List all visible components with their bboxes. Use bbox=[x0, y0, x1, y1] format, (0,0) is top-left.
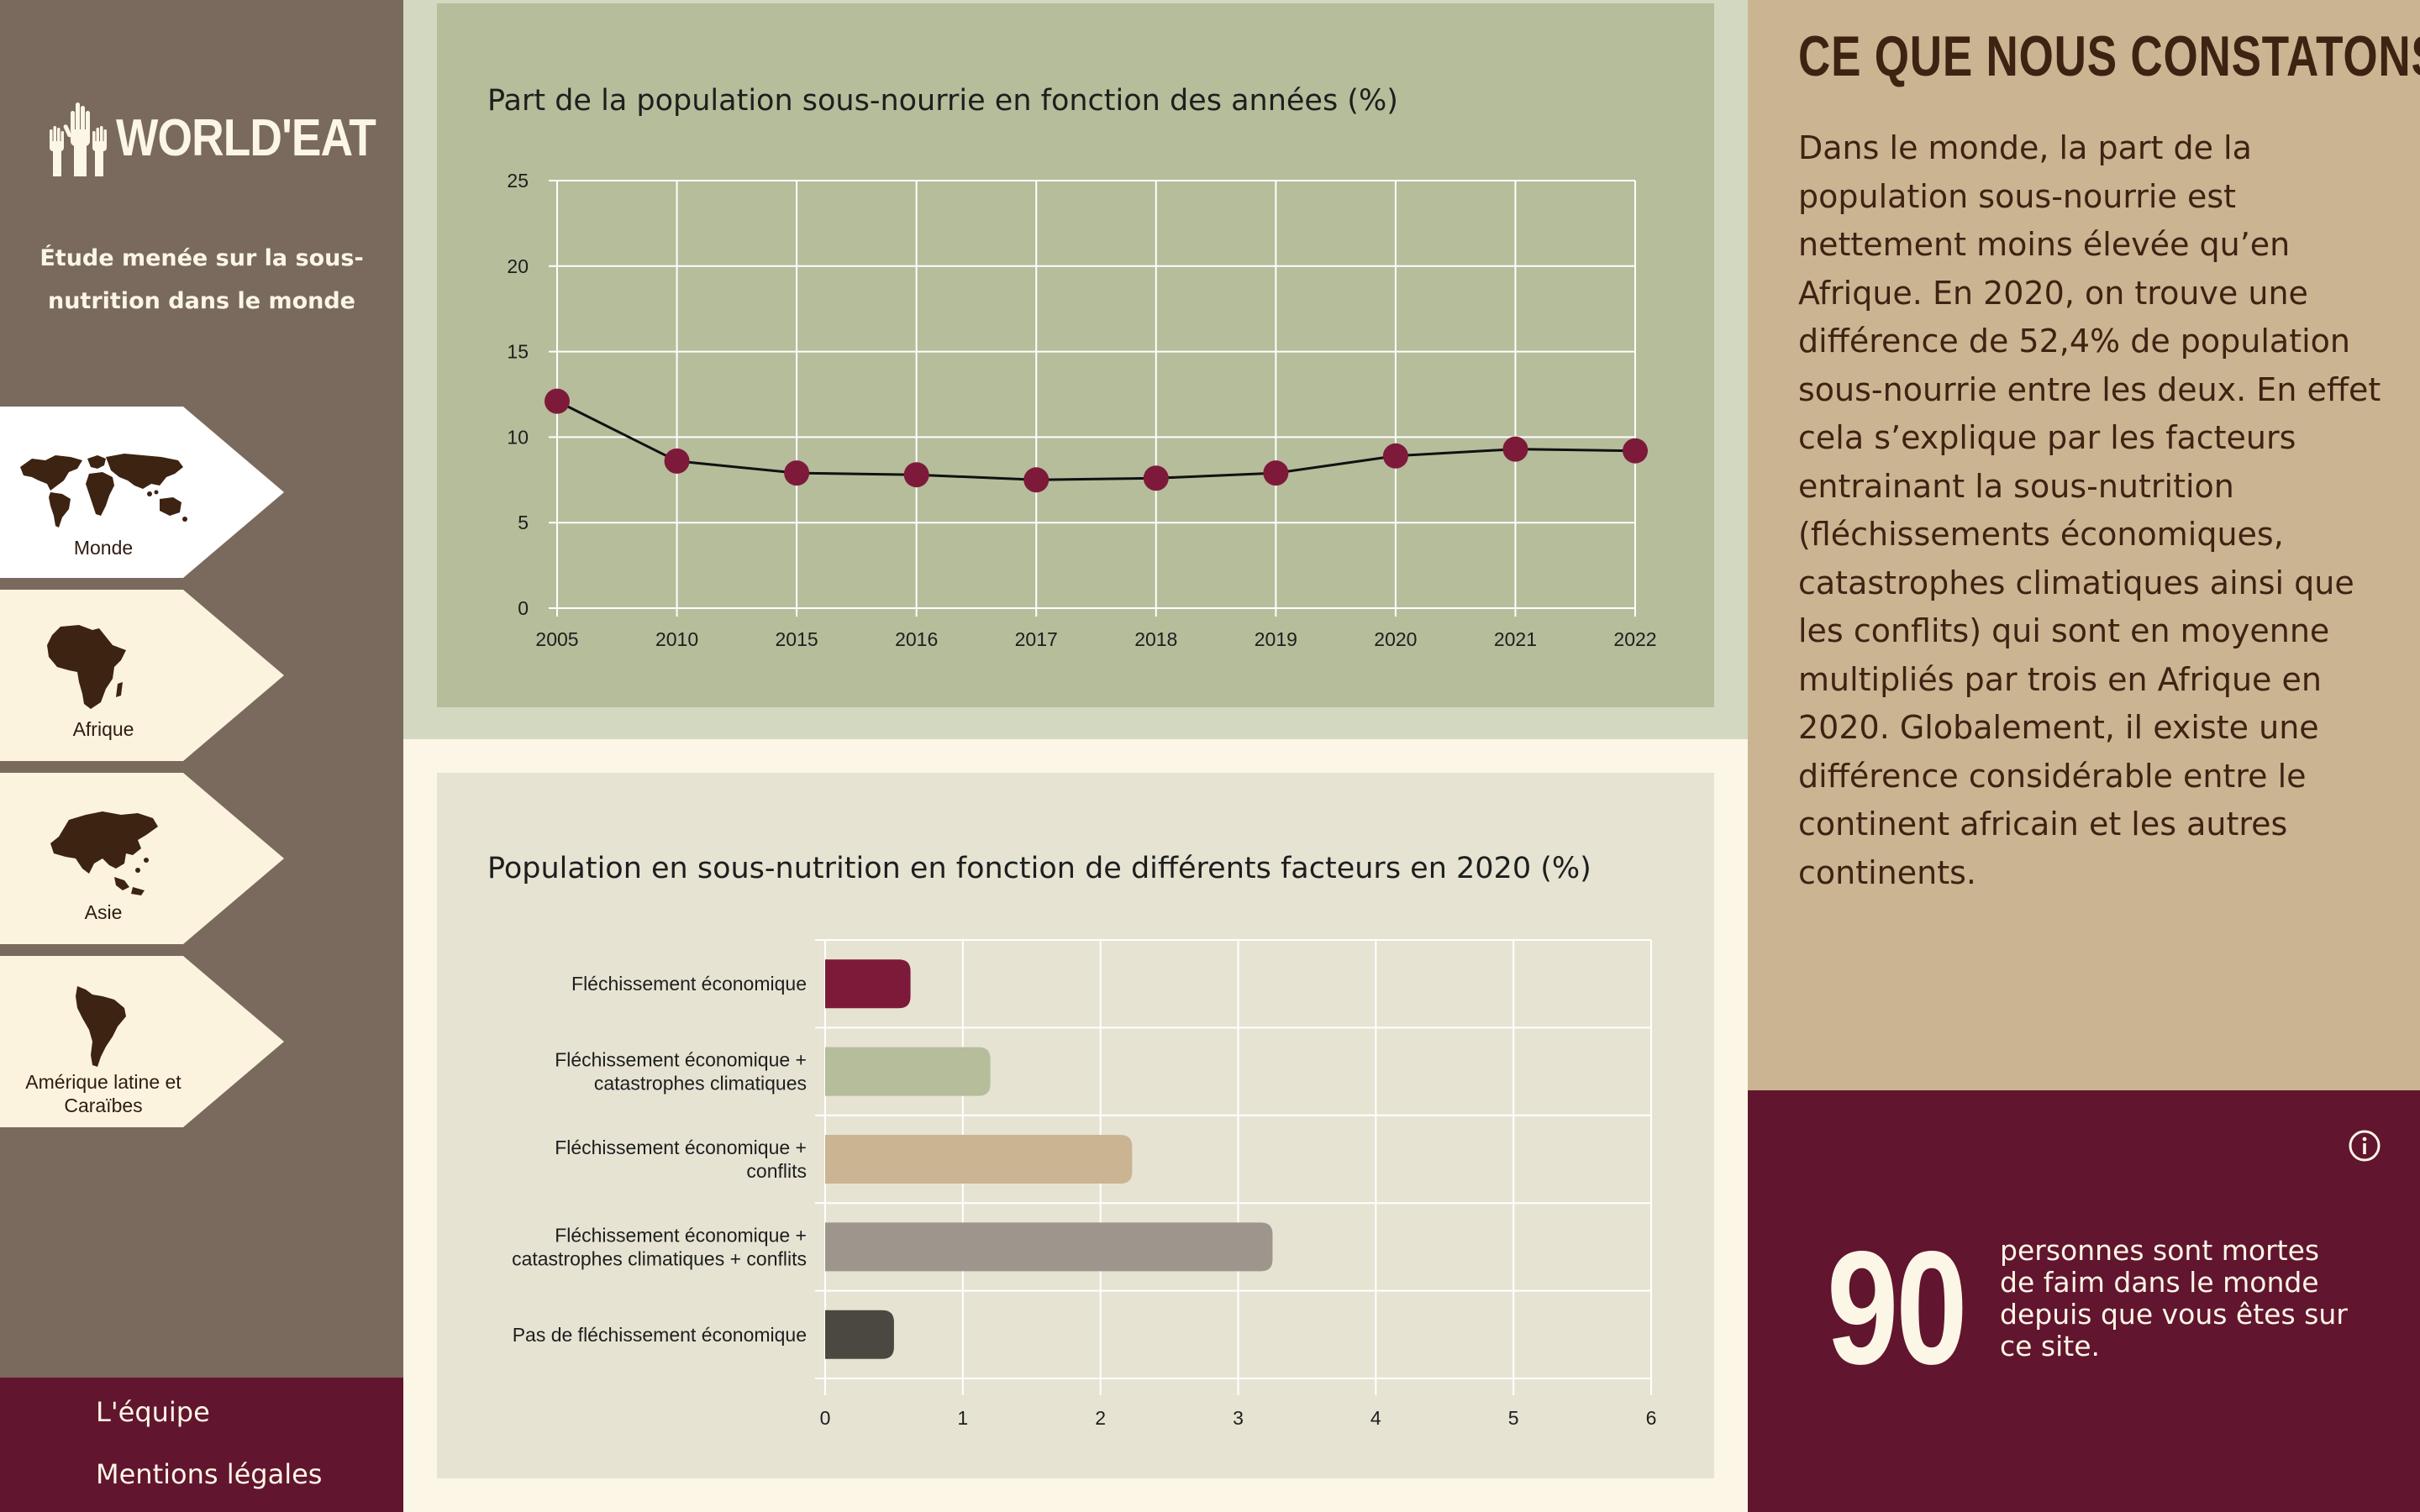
sidebar-item-asie[interactable]: Asie bbox=[0, 773, 286, 944]
data-point bbox=[1382, 443, 1408, 469]
x-tick-label: 2019 bbox=[1255, 628, 1297, 650]
y-tick-label: 5 bbox=[518, 512, 529, 533]
line-chart-card: Part de la population sous-nourrie en fo… bbox=[437, 3, 1714, 707]
data-point bbox=[664, 448, 690, 474]
bar bbox=[825, 959, 911, 1009]
brand-name: WORLD'EAT bbox=[116, 108, 376, 167]
x-tick-label: 2020 bbox=[1374, 628, 1417, 650]
data-point bbox=[1023, 467, 1050, 493]
x-tick-label: 2017 bbox=[1015, 628, 1058, 650]
y-tick-label: 20 bbox=[507, 255, 529, 277]
info-icon[interactable] bbox=[2348, 1129, 2381, 1163]
data-point bbox=[1263, 460, 1289, 486]
y-tick-label: Pas de fléchissement économique bbox=[513, 1324, 807, 1346]
data-point bbox=[903, 462, 929, 488]
x-tick-label: 2018 bbox=[1134, 628, 1177, 650]
latin-america-map-icon bbox=[76, 986, 126, 1067]
y-tick-label: conflits bbox=[746, 1160, 807, 1182]
sidebar-item-monde[interactable]: Monde bbox=[0, 407, 286, 578]
line-chart: 0 5 10 15 20 25 2005 2010 2015 2016 2017 2018 2019 20… bbox=[507, 170, 1656, 650]
death-count-text: personnes sont mortes de faim dans le mo… bbox=[2000, 1234, 2348, 1362]
sidebar-item-label: Asie bbox=[84, 901, 123, 923]
x-tick-label: 5 bbox=[1508, 1407, 1519, 1429]
x-tick-label: 2022 bbox=[1613, 628, 1656, 650]
series-line bbox=[556, 400, 1636, 481]
chart-title: Part de la population sous-nourrie en fo… bbox=[487, 84, 1398, 118]
death-counter-panel: 90 personnes sont mortes de faim dans le… bbox=[1748, 1090, 2420, 1512]
sidebar-item-amerique-latine[interactable]: Amérique latine et Caraïbes bbox=[0, 956, 286, 1127]
site-subtitle: Étude menée sur la sous-nutrition dans l… bbox=[39, 245, 364, 314]
footer-link-legal[interactable]: Mentions légales bbox=[96, 1458, 323, 1490]
x-tick-label: 1 bbox=[957, 1407, 968, 1429]
x-tick-label: 2016 bbox=[895, 628, 938, 650]
data-point bbox=[1623, 438, 1648, 464]
bar-chart-card: Population en sous-nutrition en fonction… bbox=[437, 773, 1714, 1478]
world-map-icon bbox=[20, 454, 187, 528]
data-point bbox=[544, 388, 570, 414]
sidebar-item-afrique[interactable]: Afrique bbox=[0, 590, 286, 761]
sidebar-item-label: Monde bbox=[73, 537, 134, 559]
x-tick-label: 3 bbox=[1233, 1407, 1244, 1429]
y-tick-label: 25 bbox=[507, 170, 529, 192]
data-point bbox=[1143, 465, 1169, 491]
africa-map-icon bbox=[47, 625, 126, 709]
y-tick-label: Fléchissement économique bbox=[571, 973, 807, 995]
bar bbox=[825, 1222, 1273, 1272]
bar bbox=[825, 1135, 1133, 1184]
y-tick-label: 15 bbox=[507, 341, 529, 363]
x-tick-label: 2005 bbox=[535, 628, 578, 650]
sidebar-item-label: Afrique bbox=[72, 718, 134, 740]
y-tick-label: Fléchissement économique + bbox=[555, 1049, 807, 1071]
y-tick-label: 10 bbox=[507, 426, 529, 448]
y-tick-label: catastrophes climatiques bbox=[594, 1073, 807, 1095]
sidebar: WORLD'EAT Étude menée sur la sous-nutrit… bbox=[0, 0, 403, 1378]
footer: L'équipe Mentions légales bbox=[0, 1378, 403, 1512]
chart-title: Population en sous-nutrition en fonction… bbox=[487, 852, 1591, 885]
footer-link-team[interactable]: L'équipe bbox=[96, 1396, 210, 1428]
data-point bbox=[784, 460, 810, 486]
x-tick-label: 2 bbox=[1095, 1407, 1106, 1429]
nav-arrow-shape bbox=[0, 956, 284, 1127]
findings-text: Dans le monde, la part de la population … bbox=[1798, 129, 2381, 891]
bar bbox=[825, 1047, 991, 1096]
x-tick-label: 4 bbox=[1370, 1407, 1381, 1429]
bar-chart: 0 1 2 3 4 5 6 Fléchissement économique Fléchisse… bbox=[512, 939, 1657, 1429]
sidebar-item-label: Amérique latine et Caraïbes bbox=[25, 1071, 182, 1116]
logo[interactable]: WORLD'EAT bbox=[45, 99, 418, 176]
bar bbox=[825, 1310, 894, 1359]
x-tick-label: 2015 bbox=[776, 628, 818, 650]
raised-hands-icon bbox=[50, 102, 107, 176]
x-tick-label: 2021 bbox=[1494, 628, 1537, 650]
nav-arrow-shape bbox=[0, 773, 284, 944]
nav-arrow-shape bbox=[0, 407, 284, 578]
y-tick-label: 0 bbox=[518, 597, 529, 619]
asia-map-icon bbox=[50, 811, 158, 895]
y-tick-label: Fléchissement économique + bbox=[555, 1137, 807, 1158]
data-point bbox=[1502, 436, 1528, 462]
findings-panel: CE QUE NOUS CONSTATONS Dans le monde, la… bbox=[1748, 0, 2420, 1090]
y-tick-label: catastrophes climatiques + conflits bbox=[512, 1247, 807, 1269]
y-tick-label: Fléchissement économique + bbox=[555, 1224, 807, 1246]
x-tick-label: 2010 bbox=[655, 628, 698, 650]
findings-title: CE QUE NOUS CONSTATONS bbox=[1798, 24, 2420, 88]
death-count: 90 bbox=[1827, 1217, 1968, 1398]
x-tick-label: 0 bbox=[820, 1407, 831, 1429]
x-tick-label: 6 bbox=[1646, 1407, 1657, 1429]
